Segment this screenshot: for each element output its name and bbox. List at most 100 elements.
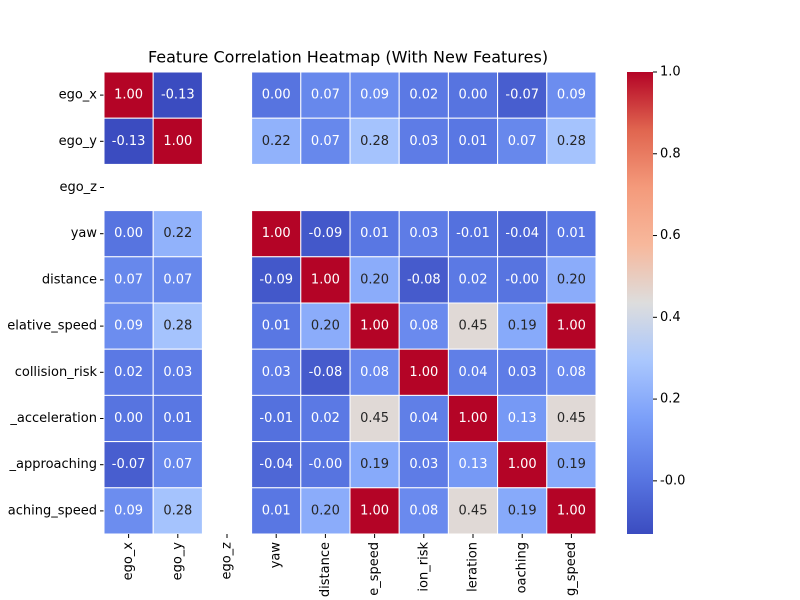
colorbar-tick-label: 0.6 [660,228,681,243]
heatmap-cell [103,210,154,258]
cell-label: 0.03 [508,365,537,380]
heatmap-cell [398,441,449,489]
colorbar-tick-label: 1.0 [660,65,681,80]
cell-label: -0.07 [505,88,539,103]
cell-label: 0.02 [459,272,488,287]
heatmap-cell [497,348,548,396]
heatmap-cell [152,441,203,489]
cell-label: -0.01 [259,411,293,426]
heatmap-cell [497,117,548,165]
heatmap-cell [349,441,400,489]
heatmap-cell [398,302,449,350]
heatmap-cell [447,487,499,535]
cell-label: 0.20 [557,272,586,287]
heatmap-cell [447,117,499,165]
cell-label: 0.01 [459,134,488,149]
cell-label: 0.13 [459,457,488,472]
cell-label: -0.13 [161,88,195,103]
cell-label: 1.00 [114,88,143,103]
cell-label: 0.20 [360,272,389,287]
cell-label: 0.03 [409,457,438,472]
heatmap-cell [447,210,499,258]
cell-label: 0.45 [360,411,389,426]
cell-label: 0.08 [557,365,586,380]
heatmap-cell [103,302,154,350]
cell-label: 0.19 [508,319,537,334]
x-tick-label: ego_y [170,542,185,581]
x-tick-label: distance [318,542,333,597]
cell-label: 1.00 [557,319,586,334]
y-tick-label: _approaching [9,457,97,472]
heatmap-cell [300,487,351,535]
x-tick-label: ion_risk [416,542,431,592]
heatmap-cell [251,256,302,304]
chart-title: Feature Correlation Heatmap (With New Fe… [148,48,548,67]
heatmap-cell [152,117,203,165]
cell-label: 0.07 [311,134,340,149]
cell-label: 0.45 [557,411,586,426]
cell-label: 0.03 [409,226,438,241]
colorbar-tick-label: 0.4 [660,310,681,325]
heatmap-cell [251,117,302,165]
heatmap-cell [251,487,302,535]
heatmap-cell [103,256,154,304]
cell-label: 0.03 [409,134,438,149]
heatmap-cell [251,441,302,489]
heatmap-cell [398,210,449,258]
cell-label: 0.45 [459,503,488,518]
heatmap-cell [497,441,548,489]
cell-label: 0.00 [459,88,488,103]
heatmap-cell [103,117,154,165]
heatmap-cell [497,487,548,535]
cell-label: 0.02 [114,365,143,380]
cell-label: 1.00 [409,365,438,380]
heatmap-cell [300,348,351,396]
heatmap-cell [300,210,351,258]
cell-label: 0.28 [163,503,192,518]
colorbar-tick-label: -0.0 [660,473,685,488]
heatmap-cell [447,348,499,396]
x-tick-label: oaching [515,542,530,593]
heatmap-cell [300,302,351,350]
cell-label: 1.00 [360,319,389,334]
heatmap-cell [300,441,351,489]
cell-label: 0.07 [311,88,340,103]
cell-label: -0.08 [407,272,441,287]
cell-label: 0.08 [409,319,438,334]
y-tick-label: yaw [71,226,98,241]
cell-label: 0.45 [459,319,488,334]
heatmap-cell [152,210,203,258]
cell-label: -0.00 [309,457,343,472]
heatmap-cell [349,302,400,350]
heatmap-cell [546,487,597,535]
x-tick-label: ego_x [121,542,136,581]
cell-label: 0.13 [508,411,537,426]
cell-label: 0.07 [163,272,192,287]
x-tick-label: leration [466,542,481,592]
cell-label: 1.00 [459,411,488,426]
cell-label: 0.09 [360,88,389,103]
heatmap-cell [152,348,203,396]
heatmap-cell [447,256,499,304]
cell-label: 0.20 [311,503,340,518]
y-tick-label: ego_y [59,134,98,149]
cell-label: 0.01 [262,503,291,518]
cell-label: 0.02 [409,88,438,103]
cell-label: 0.07 [114,272,143,287]
cell-label: 0.28 [163,319,192,334]
y-tick-label: ego_z [59,180,97,195]
cell-label: 0.04 [459,365,488,380]
cell-label: 0.09 [557,88,586,103]
cell-label: 1.00 [163,134,192,149]
cell-label: 0.28 [557,134,586,149]
cell-label: 0.20 [311,319,340,334]
cell-label: 0.09 [114,319,143,334]
cell-label: 0.01 [262,319,291,334]
cell-label: -0.04 [505,226,539,241]
cell-label: -0.00 [505,272,539,287]
x-tick-label: yaw [269,542,284,569]
heatmap-cell [152,256,203,304]
y-tick-label: collision_risk [15,365,98,380]
heatmap-cell [103,394,154,443]
